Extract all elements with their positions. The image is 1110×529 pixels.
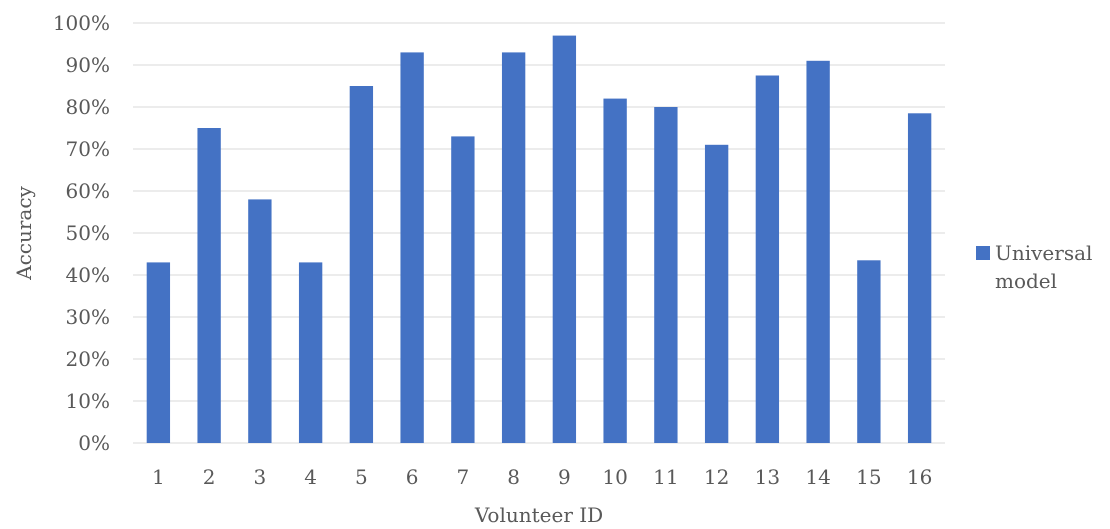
bar-volunteer-10	[603, 98, 627, 443]
x-tick-label: 9	[558, 465, 571, 489]
x-tick-label: 11	[653, 465, 678, 489]
y-tick-label: 0%	[78, 431, 110, 455]
bar-volunteer-1	[146, 262, 171, 443]
x-tick-label: 16	[907, 465, 932, 489]
y-tick-label: 70%	[66, 137, 110, 161]
legend-label: Universal model	[995, 241, 1092, 293]
y-axis-title: Accuracy	[12, 185, 36, 280]
bar-volunteer-11	[654, 107, 678, 443]
legend: Universal model	[976, 241, 1092, 293]
x-axis-title: Volunteer ID	[474, 503, 603, 527]
bar-volunteer-4	[298, 262, 323, 443]
x-tick-label: 1	[152, 465, 165, 489]
bar-volunteer-14	[806, 60, 830, 444]
bar-volunteer-5	[349, 86, 374, 443]
x-tick-label: 10	[602, 465, 627, 489]
bar-volunteer-7	[451, 136, 475, 443]
x-tick-label: 14	[805, 465, 830, 489]
y-tick-label: 60%	[66, 179, 110, 203]
y-tick-label: 40%	[66, 263, 110, 287]
x-tick-label: 5	[355, 465, 368, 489]
y-tick-label: 30%	[66, 305, 110, 329]
bar-volunteer-3	[248, 199, 272, 443]
bar-volunteer-16	[907, 113, 932, 444]
bar-volunteer-8	[501, 52, 526, 444]
bar-volunteer-6	[400, 52, 424, 444]
y-tick-label: 10%	[66, 389, 110, 413]
y-tick-label: 50%	[66, 221, 110, 245]
x-tick-label: 13	[755, 465, 780, 489]
bars	[146, 35, 932, 444]
bar-volunteer-12	[704, 144, 729, 444]
y-tick-label: 20%	[66, 347, 110, 371]
bar-volunteer-13	[755, 75, 780, 443]
x-tick-label: 3	[254, 465, 267, 489]
legend-swatch	[976, 246, 990, 260]
bar-volunteer-15	[857, 260, 881, 443]
y-tick-label: 80%	[66, 95, 110, 119]
y-tick-label: 90%	[66, 53, 110, 77]
x-tick-label: 8	[507, 465, 520, 489]
x-tick-label: 4	[304, 465, 317, 489]
x-axis-tick-labels: 1 2 3 4 5 6 7 8 9 10 11 12 13 14 15 16	[152, 465, 932, 489]
x-tick-label: 2	[203, 465, 216, 489]
bar-volunteer-9	[552, 35, 577, 443]
x-tick-label: 6	[406, 465, 419, 489]
x-tick-label: 7	[457, 465, 470, 489]
y-axis-tick-labels: 0% 10% 20% 30% 40% 50% 60% 70% 80% 90% 100%	[53, 11, 110, 455]
x-tick-label: 12	[704, 465, 729, 489]
y-tick-label: 100%	[53, 11, 110, 35]
bar-volunteer-2	[197, 128, 221, 443]
x-tick-label: 15	[856, 465, 881, 489]
